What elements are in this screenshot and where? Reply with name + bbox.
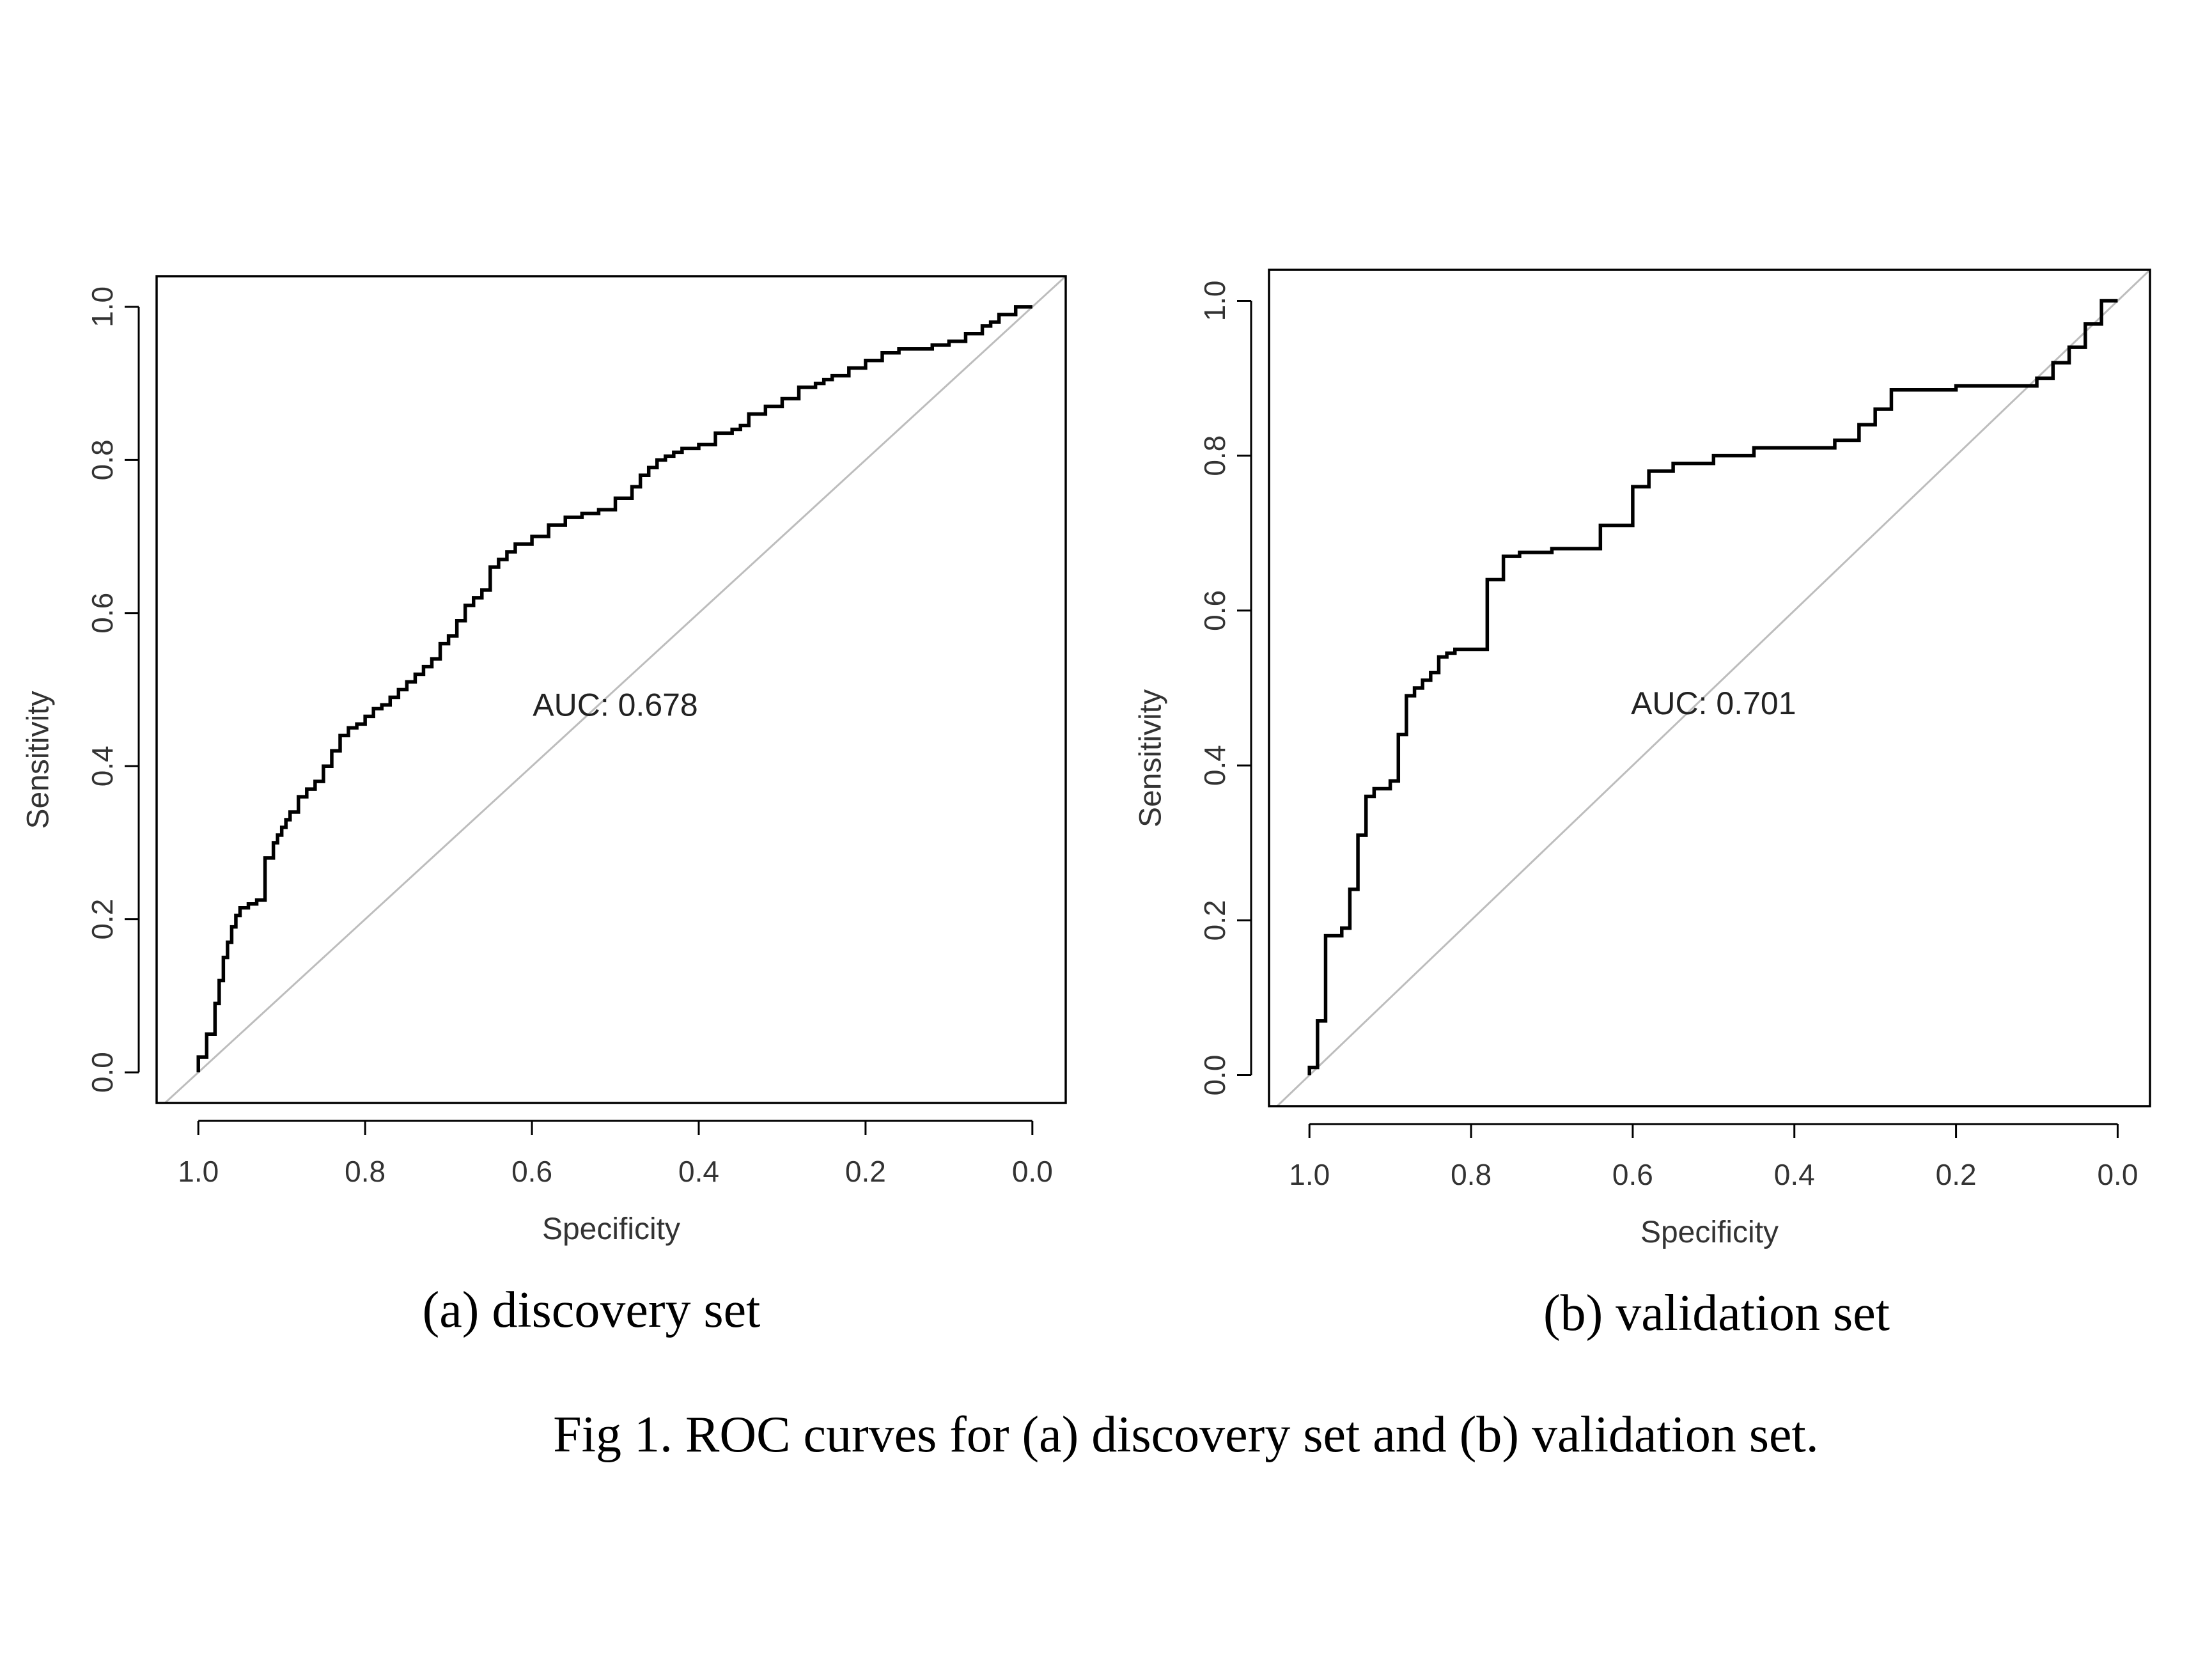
y-tick-label: 0.8 — [1198, 435, 1231, 476]
x-tick-label: 0.4 — [678, 1155, 719, 1188]
reference-diagonal-line — [163, 276, 1066, 1103]
x-tick-label: 0.2 — [1936, 1158, 1977, 1191]
roc-curve-line — [1307, 299, 2118, 1075]
y-tick-label: 0.6 — [86, 593, 119, 634]
y-tick-label: 0.4 — [86, 746, 119, 786]
auc-annotation: AUC: 0.678 — [533, 687, 697, 723]
y-tick-label: 0.2 — [86, 899, 119, 940]
y-tick-label: 0.8 — [86, 439, 119, 480]
x-axis-title: Specificity — [542, 1212, 680, 1246]
y-tick-label: 0.0 — [1198, 1055, 1231, 1096]
y-tick-label: 1.0 — [86, 286, 119, 327]
x-tick-label: 0.0 — [1012, 1155, 1053, 1188]
x-tick-label: 0.8 — [345, 1155, 386, 1188]
x-tick-label: 0.2 — [845, 1155, 886, 1188]
y-axis-title: Sensitivity — [22, 691, 56, 829]
x-tick-label: 0.6 — [1612, 1158, 1653, 1191]
x-tick-label: 0.8 — [1451, 1158, 1492, 1191]
x-tick-label: 0.6 — [511, 1155, 552, 1188]
roc-curve-line — [196, 305, 1032, 1073]
y-tick-label: 0.6 — [1198, 590, 1231, 631]
plot-frame — [155, 275, 1067, 1104]
figure-caption: Fig 1. ROC curves for (a) discovery set … — [553, 1407, 1819, 1463]
chart-panel-a: 1.0 0.8 0.6 0.4 0.2 0.0 Specificity 0.0 0.2 0.4 0.… — [22, 275, 1067, 1338]
x-axis-title: Specificity — [1640, 1216, 1779, 1249]
panel-subtitle: (b) validation set — [1543, 1285, 1890, 1341]
y-tick-label: 1.0 — [1198, 280, 1231, 321]
x-tick-label: 0.0 — [2097, 1158, 2138, 1191]
y-tick-label: 0.2 — [1198, 900, 1231, 941]
y-tick-label: 0.0 — [86, 1052, 119, 1093]
panel-subtitle: (a) discovery set — [423, 1282, 761, 1338]
y-tick-label: 0.4 — [1198, 745, 1231, 786]
y-axis-title: Sensitivity — [1134, 689, 1168, 827]
plot-frame — [1268, 269, 2151, 1107]
x-tick-label: 1.0 — [178, 1155, 219, 1188]
auc-annotation: AUC: 0.701 — [1631, 685, 1796, 721]
x-tick-label: 0.4 — [1774, 1158, 1815, 1191]
chart-panel-b: 1.0 0.8 0.6 0.4 0.2 0.0 Specificity 0.0 0.2 0.4 0.… — [1134, 269, 2151, 1341]
x-tick-label: 1.0 — [1289, 1158, 1330, 1191]
